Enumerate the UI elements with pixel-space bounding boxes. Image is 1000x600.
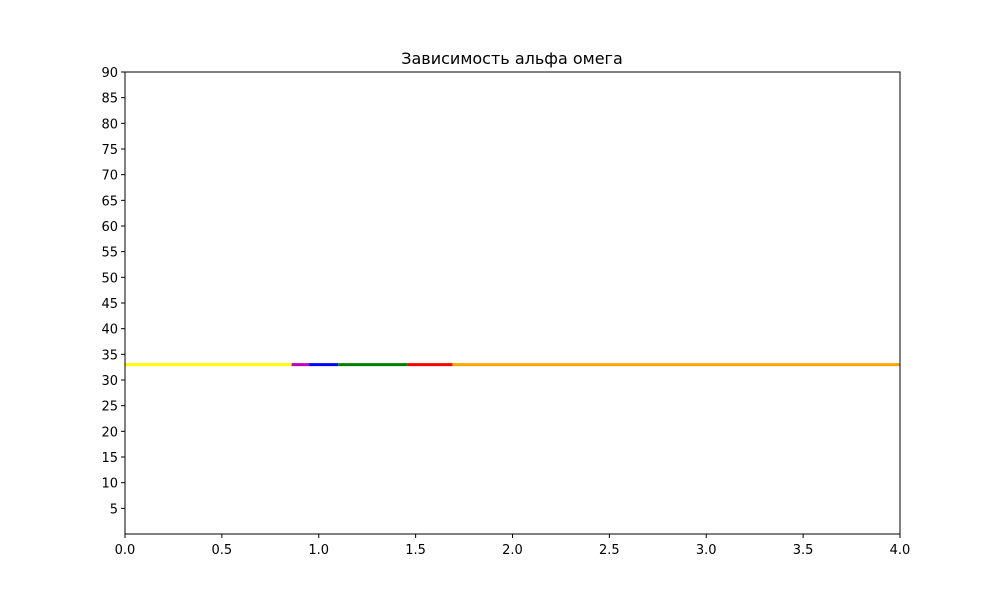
y-tick-label: 85 bbox=[101, 92, 118, 107]
x-tick-label: 0.0 bbox=[115, 543, 136, 558]
y-tick-label: 90 bbox=[101, 66, 118, 81]
x-axis: 0.0 0.5 1.0 1.5 2.0 2.5 3.0 3.5 4.0 bbox=[115, 534, 911, 558]
y-tick-label: 15 bbox=[101, 451, 118, 466]
y-tick-label: 75 bbox=[101, 143, 118, 158]
y-tick-label: 10 bbox=[101, 477, 118, 492]
y-tick-label: 35 bbox=[101, 348, 118, 363]
y-tick-label: 45 bbox=[101, 297, 118, 312]
x-tick-label: 3.0 bbox=[696, 543, 717, 558]
y-tick-label: 20 bbox=[101, 425, 118, 440]
y-tick-label: 30 bbox=[101, 374, 118, 389]
chart-title: Зависимость альфа омега bbox=[401, 49, 623, 68]
y-tick-label: 5 bbox=[110, 502, 118, 517]
x-tick-label: 3.5 bbox=[793, 543, 814, 558]
x-tick-label: 2.5 bbox=[599, 543, 620, 558]
x-tick-label: 1.0 bbox=[308, 543, 329, 558]
x-tick-label: 2.0 bbox=[502, 543, 523, 558]
x-tick-label: 1.5 bbox=[405, 543, 426, 558]
y-tick-label: 80 bbox=[101, 117, 118, 132]
plot-frame bbox=[124, 71, 901, 535]
y-axis: 5 10 15 20 25 30 35 40 45 50 55 60 65 70 75 80 85 90 bbox=[101, 66, 125, 517]
y-tick-label: 40 bbox=[101, 323, 118, 338]
y-tick-label: 65 bbox=[101, 194, 118, 209]
y-tick-label: 55 bbox=[101, 246, 118, 261]
y-tick-label: 50 bbox=[101, 271, 118, 286]
y-tick-label: 70 bbox=[101, 169, 118, 184]
y-tick-label: 60 bbox=[101, 220, 118, 235]
x-tick-label: 4.0 bbox=[890, 543, 911, 558]
y-tick-label: 25 bbox=[101, 400, 118, 415]
x-tick-label: 0.5 bbox=[212, 543, 233, 558]
